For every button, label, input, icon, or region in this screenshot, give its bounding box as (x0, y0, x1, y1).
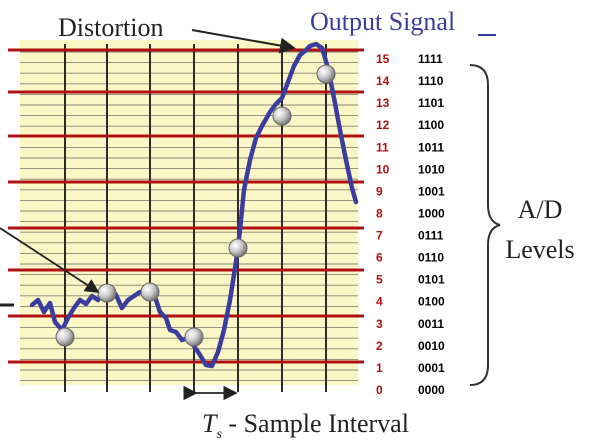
level-code: 0111 (418, 229, 444, 243)
sample-point (316, 64, 336, 84)
level-code: 1000 (418, 206, 445, 220)
sample-point (140, 282, 160, 302)
sample-pointer-arrow (0, 227, 100, 293)
level-code: 1110 (418, 74, 444, 88)
level-code: 0001 (418, 361, 445, 375)
output-signal-title: Output Signal (310, 7, 455, 36)
sample-point (184, 327, 204, 347)
level-number: 4 (376, 295, 383, 309)
level-number: 13 (376, 96, 390, 110)
level-code: 0000 (418, 383, 445, 397)
level-code: 1111 (418, 52, 443, 66)
level-number: 5 (376, 273, 383, 287)
level-code: 1101 (418, 96, 444, 110)
level-number: 12 (376, 118, 390, 132)
level-number: 10 (376, 162, 390, 176)
level-number: 3 (376, 317, 383, 331)
level-code: 0011 (418, 317, 444, 331)
level-code: 1010 (418, 162, 445, 176)
horizontal-grid (20, 51, 358, 382)
ts-text: - Sample Interval (222, 409, 409, 438)
ad-levels-label-line1: A/D (518, 195, 563, 224)
level-number: 0 (376, 383, 383, 397)
level-code: 1011 (418, 140, 444, 154)
level-number: 8 (376, 206, 383, 220)
ad-level-lines (8, 48, 364, 364)
level-number: 6 (376, 251, 383, 265)
level-code: 0110 (418, 251, 444, 265)
level-number: 7 (376, 229, 383, 243)
distortion-arrow (191, 29, 296, 54)
ad-levels-label-line2: Levels (505, 235, 574, 264)
level-code: 0101 (418, 273, 445, 287)
distortion-label: Distortion (58, 13, 163, 42)
level-number: 14 (376, 74, 390, 88)
sample-point (228, 238, 248, 258)
sample-point (97, 283, 117, 303)
sample-points (55, 64, 336, 347)
level-code: 0100 (418, 295, 445, 309)
sample-interval-label: Ts - Sample Interval (202, 409, 409, 442)
ts-symbol: T (202, 409, 218, 438)
ts-subscript: s (216, 427, 222, 442)
level-number: 11 (376, 140, 389, 154)
sample-point (272, 106, 292, 126)
level-number: 15 (376, 52, 390, 66)
level-number: 9 (376, 184, 383, 198)
level-number: 2 (376, 339, 383, 353)
level-code: 1100 (418, 118, 444, 132)
level-code: 1001 (418, 184, 445, 198)
level-code: 0010 (418, 339, 445, 353)
level-number: 1 (376, 361, 383, 375)
sample-point (55, 327, 75, 347)
vertical-grid (64, 44, 327, 392)
levels-brace (469, 64, 501, 386)
